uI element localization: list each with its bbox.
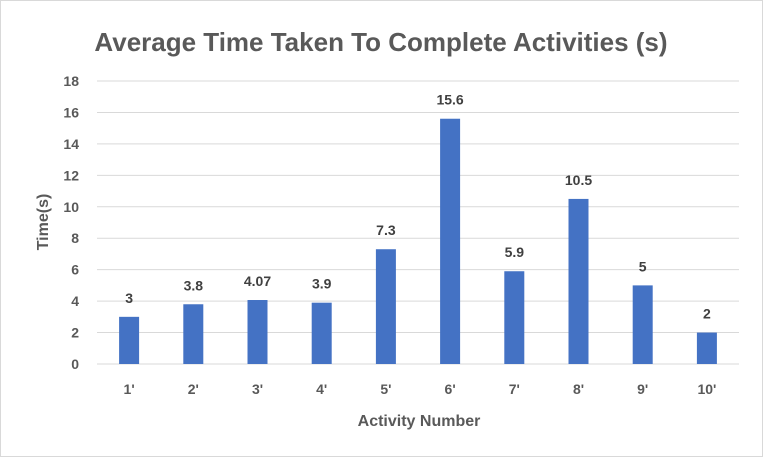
y-tick-label: 10 xyxy=(63,199,79,215)
x-tick-label-3: 3' xyxy=(252,381,263,397)
x-tick-label-2: 2' xyxy=(188,381,199,397)
y-axis-ticks: 0 2 4 6 8 10 12 14 16 18 xyxy=(63,73,79,372)
y-tick-label: 16 xyxy=(63,104,79,120)
data-label-5: 7.3 xyxy=(376,222,396,238)
data-label-4: 3.9 xyxy=(312,276,332,292)
bar-7 xyxy=(504,271,525,364)
data-label-6: 15.6 xyxy=(436,92,463,108)
y-tick-label: 0 xyxy=(71,356,79,372)
data-label-2: 3.8 xyxy=(184,277,204,293)
x-tick-label-8: 8' xyxy=(573,381,584,397)
bar-1 xyxy=(119,316,140,364)
y-tick-label: 4 xyxy=(71,293,79,309)
x-tick-label-6: 6' xyxy=(445,381,456,397)
x-tick-label-4: 4' xyxy=(316,381,327,397)
x-axis-ticks: 1' 2' 3' 4' 5' 6' 7' 8' 9' 10' xyxy=(124,381,717,397)
x-tick-label-5: 5' xyxy=(380,381,391,397)
data-label-8: 10.5 xyxy=(565,172,592,188)
bar-6 xyxy=(440,118,461,364)
y-tick-label: 2 xyxy=(71,325,79,341)
bar-9 xyxy=(632,285,653,364)
chart-title: Average Time Taken To Complete Activitie… xyxy=(94,27,667,57)
y-tick-label: 12 xyxy=(63,167,79,183)
bar-5 xyxy=(375,249,396,364)
gridlines xyxy=(97,80,739,365)
data-label-1: 3 xyxy=(125,290,133,306)
x-tick-label-9: 9' xyxy=(637,381,648,397)
bar-10 xyxy=(696,332,717,364)
data-labels: 3 3.8 4.07 3.9 7.3 15.6 5.9 10.5 5 2 xyxy=(125,92,711,322)
data-label-9: 5 xyxy=(639,258,647,274)
y-tick-label: 14 xyxy=(63,136,79,152)
bar-3 xyxy=(247,300,268,364)
bar-4 xyxy=(311,302,332,364)
bar-2 xyxy=(183,304,204,364)
bars xyxy=(119,118,717,364)
y-tick-label: 18 xyxy=(63,73,79,89)
y-tick-label: 8 xyxy=(71,230,79,246)
data-label-10: 2 xyxy=(703,306,711,322)
x-tick-label-1: 1' xyxy=(124,381,135,397)
x-axis-title: Activity Number xyxy=(358,413,481,430)
x-tick-label-7: 7' xyxy=(509,381,520,397)
bar-8 xyxy=(568,198,589,364)
x-tick-label-10: 10' xyxy=(697,381,716,397)
y-axis-title: Time(s) xyxy=(35,194,52,251)
y-tick-label: 6 xyxy=(71,262,79,278)
data-label-7: 5.9 xyxy=(505,244,525,260)
data-label-3: 4.07 xyxy=(244,273,271,289)
